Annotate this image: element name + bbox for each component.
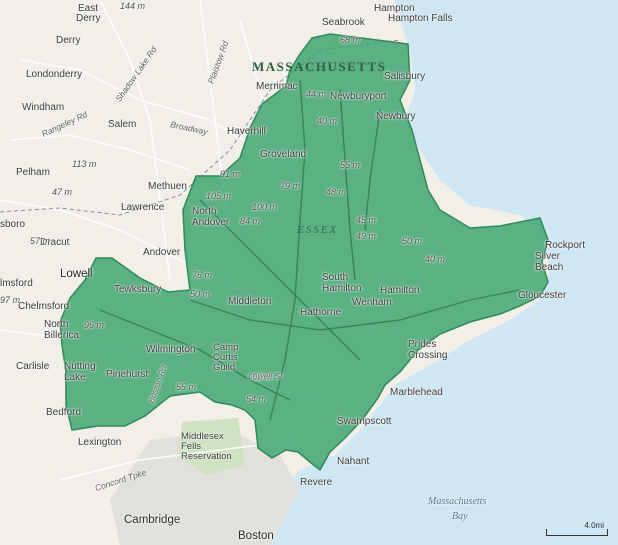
elevation-label: 40 m — [317, 116, 338, 126]
elevation-label: 91 m — [220, 169, 241, 179]
town-cambridge: Cambridge — [124, 514, 181, 526]
town-nahant: Nahant — [337, 456, 370, 467]
town-dracut: Dracut — [40, 237, 70, 248]
park-area — [178, 418, 245, 475]
town-salem: Salem — [108, 119, 137, 130]
town-tewksbury: Tewksbury — [114, 284, 162, 295]
town-marblehead: Marblehead — [390, 387, 443, 398]
district-roads — [99, 79, 521, 421]
town-wilmington: Wilmington — [146, 344, 196, 355]
elevation-label: 54 m — [246, 394, 267, 404]
elevation-label: 113 m — [72, 159, 97, 169]
town-andover: Andover — [143, 247, 181, 258]
town-pelham: Pelham — [16, 167, 50, 178]
town-revere: Revere — [300, 477, 333, 488]
elevation-label: 144 m — [120, 1, 146, 11]
town-seabrook: Seabrook — [322, 17, 365, 28]
elevation-label: 45 m — [356, 215, 377, 225]
town-lexington: Lexington — [78, 437, 122, 448]
town-newburyport: Newburyport — [330, 91, 387, 102]
town-prides-crossing: Prides Crossing — [408, 339, 448, 361]
county-boundary — [0, 39, 401, 216]
town-lowell: Lowell — [60, 268, 93, 280]
town-haverhill: Haverhill — [227, 126, 266, 137]
state-label: MASSACHUSETTS — [252, 59, 387, 74]
elevation-label: 49 m — [356, 231, 377, 241]
town-windham: Windham — [22, 102, 65, 113]
ocean-label-2: Bay — [452, 511, 468, 522]
elevation-label: 40 m — [425, 254, 446, 264]
town-south-hamilton: South Hamilton — [322, 272, 362, 294]
ocean-area — [262, 0, 618, 545]
town-merrimac: Merrimac — [256, 81, 298, 92]
town-hamilton: Hamilton — [380, 285, 420, 296]
elevation-label: 55 m — [340, 160, 361, 170]
town-nutting-lake: Nutting Lake — [64, 361, 96, 383]
urban-area — [110, 430, 300, 545]
town-newbury: Newbury — [376, 111, 416, 122]
town-bedford: Bedford — [46, 407, 82, 418]
elevation-label: 79 m — [280, 181, 301, 191]
town-carlisle: Carlisle — [16, 361, 50, 372]
town-derry: Derry — [56, 35, 81, 46]
elevation-label: 55 m — [176, 382, 197, 392]
town-partial-sboro: sboro — [0, 219, 26, 230]
middlesex-fells: Middlesex Fells Reservation — [181, 431, 232, 462]
town-methuen: Methuen — [148, 181, 187, 192]
scale-bar-label: 4.0mi — [584, 521, 604, 530]
town-silver-beach: Silver Beach — [535, 251, 564, 273]
elevation-label: 57 m — [30, 236, 51, 246]
elevation-label: 50 m — [402, 236, 423, 246]
elevation-label: 68 m — [340, 35, 361, 45]
town-partial-lmsford: lmsford — [0, 278, 33, 289]
town-hathorne: Hathorne — [300, 307, 342, 318]
elevation-label: 47 m — [52, 187, 73, 197]
town-londonderry: Londonderry — [26, 69, 83, 80]
county-label: ESSEX — [297, 224, 339, 236]
town-hampton-falls: Hampton Falls — [388, 13, 453, 24]
elevation-label: 96 m — [84, 320, 105, 330]
elevation-label: 44 m — [306, 89, 327, 99]
town-hampton: Hampton — [374, 3, 415, 14]
elevation-label: 100 m — [252, 202, 278, 212]
scale-bar — [546, 529, 608, 536]
elevation-label: 48 m — [326, 187, 347, 197]
elevation-label: 105 m — [206, 191, 232, 201]
town-salisbury: Salisbury — [384, 71, 426, 82]
town-lawrence: Lawrence — [121, 202, 165, 213]
town-pinehurst: Pinehurst — [106, 369, 149, 380]
town-middleton: Middleton — [228, 296, 272, 307]
town-chelmsford: Chelmsford — [18, 301, 70, 312]
town-groveland: Groveland — [260, 149, 307, 160]
town-gloucester: Gloucester — [518, 290, 567, 301]
town-swampscott: Swampscott — [337, 416, 392, 427]
town-north-billerica: North Billerica — [44, 319, 80, 341]
district-area[interactable] — [59, 33, 549, 472]
town-rockport: Rockport — [545, 240, 586, 251]
elevation-label: 97 m — [0, 295, 21, 305]
elevation-label: 76 m — [192, 270, 213, 280]
town-north-andover: North Andover — [192, 206, 230, 228]
camp-curtis-guild: Camp Curtis Guild — [213, 342, 239, 373]
elevation-label: 52 m — [252, 372, 273, 382]
elevation-label: 84 m — [240, 216, 261, 226]
elevation-label: 50 m — [190, 289, 211, 299]
town-wenham: Wenham — [352, 297, 392, 308]
town-east-derry: East — [78, 3, 99, 14]
road-label: Lowell St — [248, 371, 283, 381]
ocean-label: Massachusetts — [428, 496, 487, 507]
town-east-derry-2: Derry — [76, 13, 101, 24]
town-boston: Boston — [238, 530, 274, 542]
